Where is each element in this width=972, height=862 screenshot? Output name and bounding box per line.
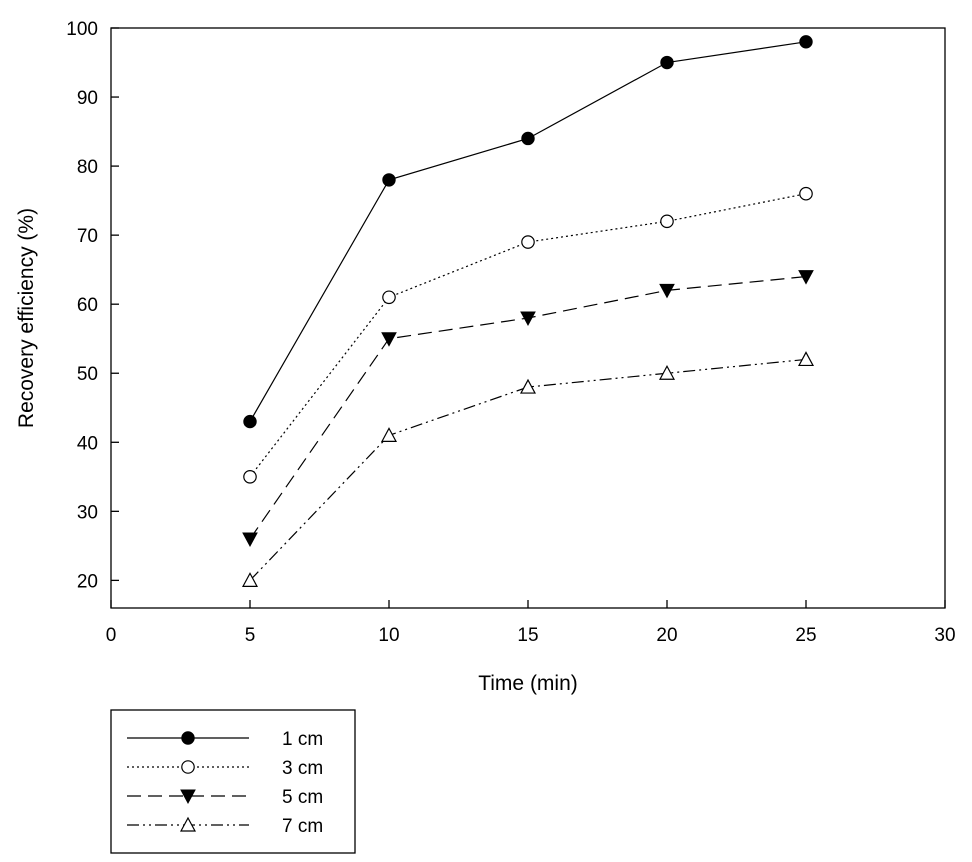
x-axis-title: Time (min): [478, 672, 578, 695]
legend-marker: [181, 731, 195, 745]
data-point: [798, 270, 814, 285]
series-1-cm: [243, 35, 813, 429]
data-point: [380, 427, 398, 442]
x-tick-label: 5: [245, 625, 256, 646]
data-point: [799, 186, 813, 201]
data-point: [241, 572, 259, 587]
series-5-cm: [242, 270, 814, 548]
legend-label: 3 cm: [282, 758, 323, 779]
series-7-cm: [241, 351, 815, 587]
legend-label: 1 cm: [282, 729, 323, 750]
legend-label: 5 cm: [282, 787, 323, 808]
y-tick-label: 30: [77, 502, 98, 523]
data-point: [520, 311, 536, 327]
y-tick-label: 20: [77, 571, 98, 592]
y-tick-label: 100: [66, 19, 98, 40]
data-point: [799, 35, 813, 49]
x-tick-label: 0: [106, 625, 117, 646]
data-point: [521, 131, 535, 146]
data-point: [382, 173, 396, 187]
x-tick-label: 20: [656, 625, 677, 646]
legend-marker: [181, 760, 195, 774]
legend-marker: [179, 816, 197, 832]
series-line: [249, 358, 807, 581]
data-point: [382, 290, 396, 305]
data-point: [519, 378, 537, 394]
legend-box: [110, 709, 356, 854]
y-tick-label: 60: [77, 295, 98, 316]
y-tick-label: 80: [77, 157, 98, 178]
legend: 1 cm 3 cm 5 cm 7 cm: [110, 709, 356, 854]
x-tick-label: 25: [795, 625, 816, 646]
data-point: [797, 351, 815, 367]
data-point: [242, 532, 258, 548]
legend-item: 3 cm: [127, 758, 323, 779]
data-point: [243, 470, 257, 484]
series-line: [249, 41, 807, 422]
data-point: [660, 214, 674, 229]
data-point: [243, 414, 257, 429]
x-tick-label: 30: [934, 625, 955, 646]
legend-item: 7 cm: [127, 816, 323, 837]
data-point: [521, 235, 535, 249]
y-tick-label: 50: [77, 364, 98, 385]
series-layer: [241, 35, 815, 587]
legend-item: 1 cm: [127, 729, 323, 750]
x-tick-label: 15: [517, 625, 538, 646]
x-tick-label: 10: [378, 625, 399, 646]
y-tick-label: 90: [77, 88, 98, 109]
y-tick-label: 40: [77, 433, 98, 454]
series-3-cm: [243, 186, 813, 484]
data-point: [659, 283, 675, 299]
data-point: [658, 364, 676, 380]
data-point: [660, 55, 674, 70]
y-tick-label: 70: [77, 226, 98, 247]
legend-marker: [180, 789, 196, 805]
data-point: [381, 332, 397, 347]
legend-label: 7 cm: [282, 816, 323, 837]
legend-item: 5 cm: [127, 787, 323, 808]
y-axis-ticks: 20 30 40 50 60 70 80 90 100: [66, 19, 119, 592]
x-axis-ticks: 0 5 10 15 20 25 30: [106, 600, 956, 646]
y-axis-title: Recovery efficiency (%): [15, 208, 38, 428]
